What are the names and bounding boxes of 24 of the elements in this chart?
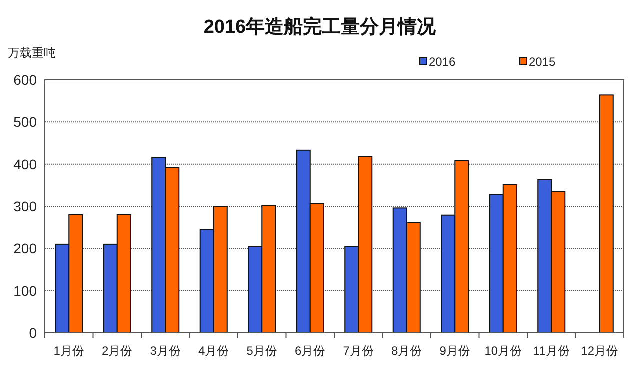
- legend-label: 2016: [429, 55, 456, 69]
- x-tick-label: 12月份: [581, 344, 619, 358]
- x-tick-label: 3月份: [150, 344, 181, 358]
- legend-label: 2015: [529, 55, 556, 69]
- x-tick-label: 6月份: [295, 344, 326, 358]
- x-tick-label: 9月份: [440, 344, 470, 358]
- y-tick-label: 600: [14, 72, 38, 88]
- y-tick-label: 200: [14, 240, 38, 257]
- x-tick-label: 4月份: [198, 344, 230, 358]
- y-tick-label: 100: [14, 282, 38, 299]
- x-tick-label: 10月份: [484, 344, 522, 358]
- y-tick-label: 300: [14, 198, 38, 214]
- x-tick-label: 8月份: [392, 344, 422, 358]
- x-tick-label: 5月份: [246, 344, 278, 358]
- x-tick-label: 11月份: [533, 344, 570, 358]
- y-axis-title: 万载重吨: [8, 46, 56, 60]
- bar: [599, 94, 614, 334]
- x-tick-label: 2月份: [102, 344, 133, 358]
- chart-title: 2016年造船完工量分月情况: [204, 16, 438, 38]
- y-tick-label: 0: [29, 325, 38, 341]
- x-tick-label: 1月份: [54, 344, 84, 358]
- y-tick-label: 400: [14, 156, 38, 172]
- x-tick-label: 7月份: [343, 344, 374, 358]
- y-tick-label: 500: [14, 114, 38, 130]
